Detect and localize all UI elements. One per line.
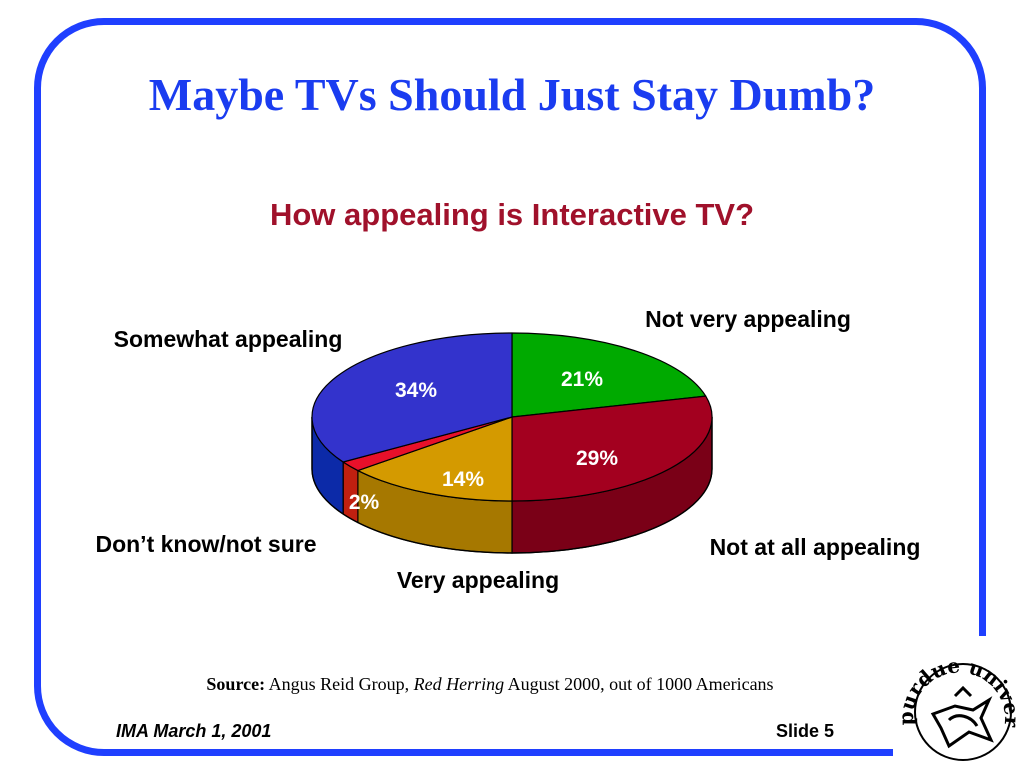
slice-somewhat-appealing: [311, 332, 513, 463]
value-label-very-appealing: 14%: [442, 468, 484, 491]
source-label: Source:: [206, 674, 266, 694]
category-label-not-at-all-appealing: Not at all appealing: [710, 534, 921, 560]
chart-title: How appealing is Interactive TV?: [269, 197, 755, 232]
category-label-somewhat-appealing: Somewhat appealing: [114, 326, 343, 352]
pie-outline: [311, 417, 713, 554]
value-label-don-t-know-not-sure: 2%: [349, 491, 380, 514]
source-note: Source: Angus Reid Group, Red Herring Au…: [0, 674, 980, 695]
logo-background: [893, 636, 1024, 768]
slice-not-very-appealing: [511, 332, 707, 418]
slice-not-at-all-appealing: [511, 395, 713, 502]
category-labels: Not very appealing Not at all appealing Ve…: [95, 306, 920, 593]
category-label-don-t-know-not-sure: Don’t know/not sure: [95, 531, 316, 557]
pie-chart: 21% 29% 14% 2% 34% Not very appealing Not at …: [95, 306, 920, 593]
slide-title: Maybe TVs Should Just Stay Dumb?: [148, 69, 876, 120]
slice-very-appealing: [357, 416, 513, 502]
category-label-not-very-appealing: Not very appealing: [645, 306, 851, 332]
purdue-logo: purdue university: [893, 636, 1024, 761]
pie-sides: [311, 416, 713, 554]
category-label-very-appealing: Very appealing: [397, 567, 559, 593]
source-publication: Red Herring: [413, 674, 505, 694]
slide-frame: [34, 18, 986, 756]
source-text-part2: August 2000, out of 1000 Americans: [504, 674, 774, 694]
slide-number: Slide 5: [776, 721, 835, 741]
source-text-part1: Angus Reid Group,: [265, 674, 414, 694]
footer-event: IMA March 1, 2001: [116, 721, 272, 741]
value-labels: 21% 29% 14% 2% 34%: [349, 368, 619, 514]
value-label-not-at-all-appealing: 29%: [576, 447, 618, 470]
value-label-not-very-appealing: 21%: [561, 368, 603, 391]
value-label-somewhat-appealing: 34%: [395, 379, 437, 402]
pie-slices: [311, 332, 713, 502]
